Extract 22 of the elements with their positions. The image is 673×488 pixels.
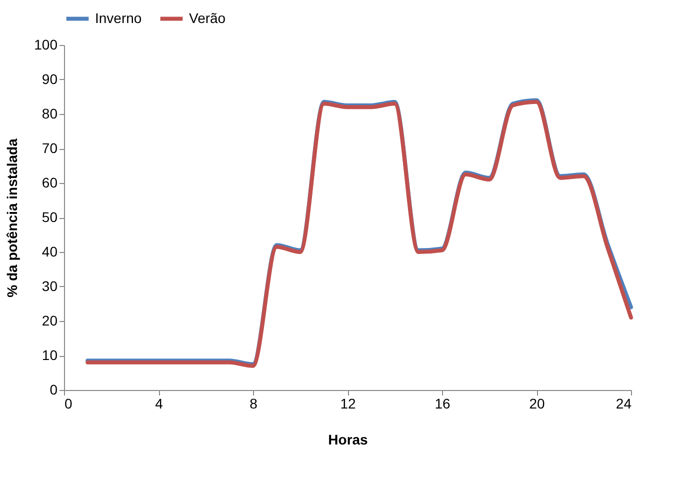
y-tick-label: 50 — [42, 209, 58, 225]
y-axis-title: % da potência instalada — [4, 138, 20, 298]
x-tick-label: 16 — [434, 396, 450, 412]
x-axis-title: Horas — [328, 432, 368, 448]
x-tick-label: 24 — [616, 396, 632, 412]
y-tick-label: 0 — [50, 382, 58, 398]
y-tick-label: 80 — [42, 106, 58, 122]
y-tick-label: 90 — [42, 71, 58, 87]
x-tick-label: 20 — [529, 396, 545, 412]
y-tick-label: 10 — [42, 347, 58, 363]
legend-label: Verão — [189, 10, 226, 26]
y-tick-label: 60 — [42, 174, 58, 190]
y-tick-label: 20 — [42, 312, 58, 328]
y-tick-label: 100 — [34, 36, 58, 52]
y-tick-label: 30 — [42, 278, 58, 294]
x-tick-label: 8 — [250, 396, 258, 412]
x-tick-label: 12 — [340, 396, 356, 412]
y-tick-label: 40 — [42, 244, 58, 260]
legend-label: Inverno — [95, 10, 142, 26]
y-tick-label: 70 — [42, 140, 58, 156]
x-tick-label: 4 — [155, 396, 164, 412]
x-tick-label: 0 — [64, 396, 72, 412]
